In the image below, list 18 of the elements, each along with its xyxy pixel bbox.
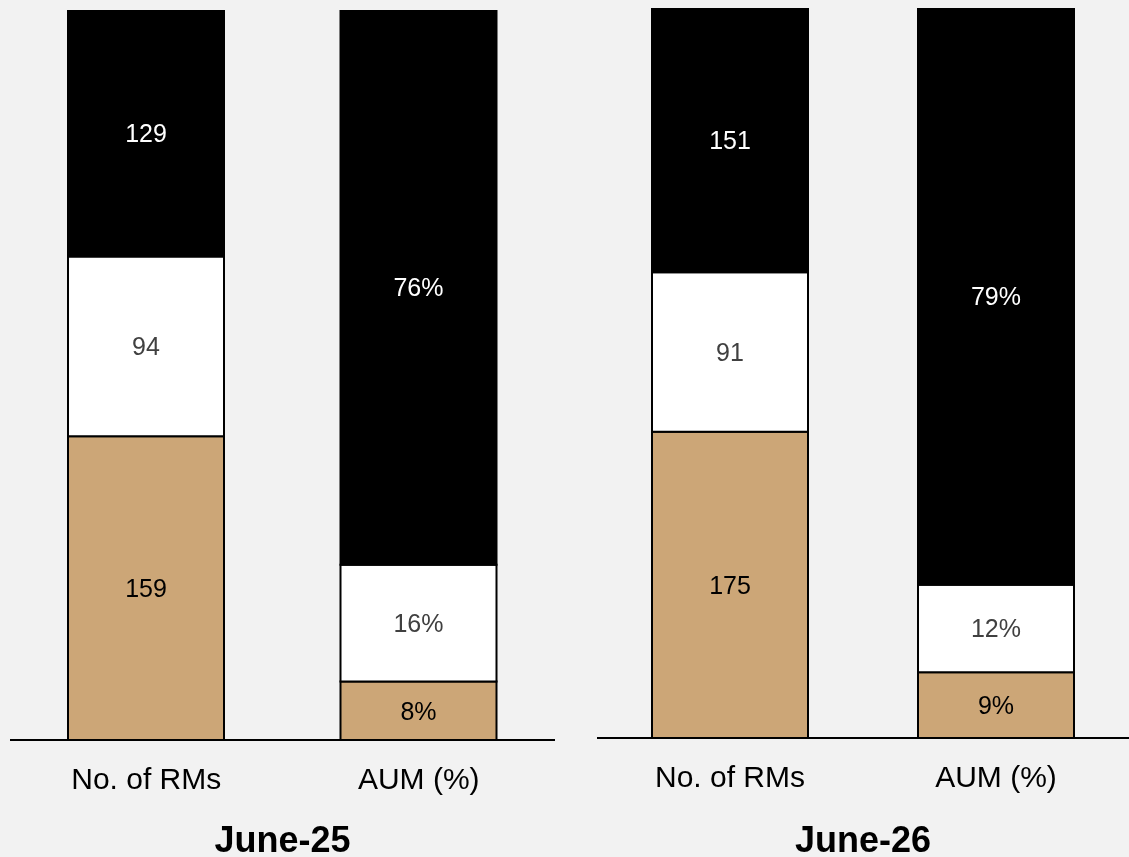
data-label: 16% xyxy=(393,608,444,637)
data-label: 159 xyxy=(125,573,167,602)
x-axis-title: June-25 xyxy=(214,819,351,857)
data-label: 76% xyxy=(393,273,444,302)
data-label: 129 xyxy=(125,119,167,148)
data-label: 151 xyxy=(709,125,751,154)
x-tick-label: AUM (%) xyxy=(357,762,480,795)
data-label: 94 xyxy=(132,332,160,361)
x-tick-label: AUM (%) xyxy=(935,760,1057,793)
data-label: 12% xyxy=(970,614,1022,643)
data-label: 9% xyxy=(977,690,1015,719)
data-label: 175 xyxy=(709,570,751,599)
data-label: 8% xyxy=(400,696,437,725)
x-axis-title: June-26 xyxy=(794,819,932,857)
data-label: 79% xyxy=(970,282,1022,311)
x-tick-label: No. of RMs xyxy=(71,762,222,795)
data-label: 91 xyxy=(716,337,744,366)
x-tick-label: No. of RMs xyxy=(654,760,806,793)
